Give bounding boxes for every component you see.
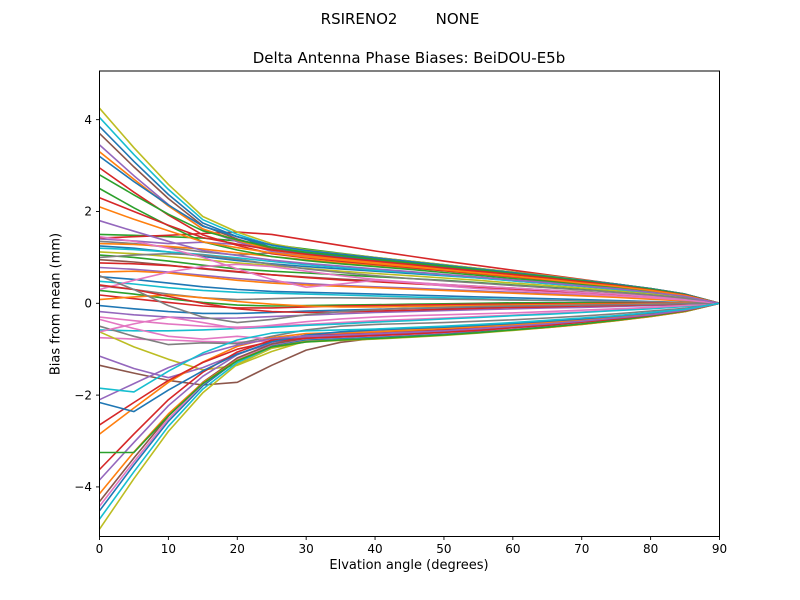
data-line: [99, 302, 720, 333]
data-line: [99, 252, 720, 305]
data-line: [99, 284, 720, 314]
x-tick-label: 80: [643, 542, 658, 556]
x-tick-label: 10: [161, 542, 176, 556]
data-line: [99, 151, 720, 305]
y-tick-label: 0: [84, 296, 92, 310]
data-line: [99, 196, 720, 305]
data-line: [98, 125, 720, 305]
data-line: [99, 235, 720, 305]
x-tick-label: 50: [436, 542, 451, 556]
y-tick-label: −4: [74, 480, 92, 494]
data-line: [98, 144, 720, 305]
data-line: [99, 251, 720, 305]
data-line: [99, 302, 720, 426]
x-tick-label: 0: [96, 542, 104, 556]
data-line: [99, 302, 720, 454]
data-line: [99, 302, 720, 401]
data-line: [99, 302, 720, 346]
y-tick-label: −2: [74, 388, 92, 402]
data-line: [99, 206, 720, 305]
y-tick-label: 2: [84, 205, 92, 219]
data-line: [99, 219, 720, 305]
data-line: [99, 302, 720, 320]
x-tick-label: 40: [367, 542, 382, 556]
data-line: [99, 294, 720, 309]
data-line: [99, 302, 720, 393]
y-axis-label: Bias from mean (mm): [48, 232, 64, 376]
x-tick-label: 70: [574, 542, 589, 556]
data-line: [99, 302, 720, 332]
data-line: [99, 275, 720, 305]
x-tick-label: 20: [230, 542, 245, 556]
figure-suptitle: RSIRENO2 NONE: [320, 10, 480, 28]
x-tick-label: 60: [505, 542, 520, 556]
x-tick-label: 30: [299, 542, 314, 556]
axes-title: Delta Antenna Phase Biases: BeiDOU-E5b: [252, 49, 566, 67]
y-tick-label: 4: [84, 113, 92, 127]
data-line: [99, 270, 720, 305]
x-tick-label: 90: [712, 542, 727, 556]
plot-border: [99, 70, 720, 537]
data-line: [99, 155, 720, 305]
data-line: [99, 274, 720, 324]
x-axis-label: Elvation angle (degrees): [329, 558, 489, 573]
